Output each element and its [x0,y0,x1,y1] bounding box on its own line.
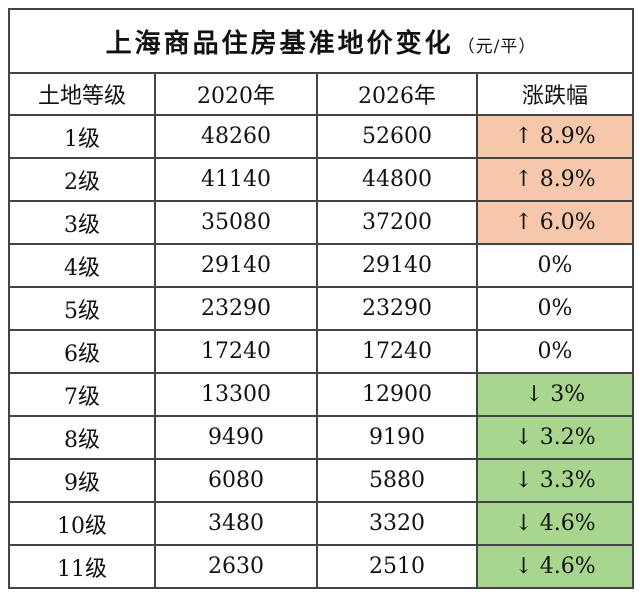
grade-cell: 8级 [8,415,156,460]
table-row: 3级 35080 37200 ↑ 6.0% [8,200,634,245]
price-2020-cell: 23290 [154,286,318,331]
grade-cell: 9级 [8,458,156,503]
grade-cell: 4级 [8,243,156,288]
price-2020-cell: 6080 [154,458,318,503]
change-cell: ↓ 4.6% [476,501,634,546]
price-2026-cell: 23290 [316,286,478,331]
table-body: 1级 48260 52600 ↑ 8.9% 2级 41140 44800 ↑ 8.9% 3级 35… [8,114,634,589]
price-2020-cell: 13300 [154,372,318,417]
price-2020-cell: 9490 [154,415,318,460]
price-2020-cell: 35080 [154,200,318,245]
change-cell: 0% [476,329,634,374]
table-row: 5级 23290 23290 0% [8,286,634,331]
table-row: 2级 41140 44800 ↑ 8.9% [8,157,634,202]
change-cell: ↓ 3.2% [476,415,634,460]
change-cell: ↓ 3% [476,372,634,417]
price-2020-cell: 2630 [154,544,318,589]
table-row: 4级 29140 29140 0% [8,243,634,288]
table-row: 7级 13300 12900 ↓ 3% [8,372,634,417]
change-cell: ↑ 6.0% [476,200,634,245]
title-row: 上海商品住房基准地价变化 （元/平） [8,8,634,74]
change-cell: ↓ 3.3% [476,458,634,503]
table-unit: （元/平） [457,36,537,57]
price-2020-cell: 29140 [154,243,318,288]
price-2026-cell: 52600 [316,114,478,159]
change-cell: ↓ 4.6% [476,544,634,589]
table-title: 上海商品住房基准地价变化 [105,28,454,59]
header-year-2026: 2026年 [316,72,478,116]
price-2026-cell: 12900 [316,372,478,417]
grade-cell: 2级 [8,157,156,202]
price-2020-cell: 17240 [154,329,318,374]
price-2020-cell: 41140 [154,157,318,202]
header-change: 涨跌幅 [476,72,634,116]
price-2026-cell: 37200 [316,200,478,245]
grade-cell: 7级 [8,372,156,417]
change-cell: 0% [476,286,634,331]
grade-cell: 6级 [8,329,156,374]
price-2026-cell: 17240 [316,329,478,374]
price-2026-cell: 2510 [316,544,478,589]
grade-cell: 5级 [8,286,156,331]
table-title-cell: 上海商品住房基准地价变化 （元/平） [8,8,634,74]
price-2026-cell: 5880 [316,458,478,503]
header-year-2020: 2020年 [154,72,318,116]
price-2020-cell: 3480 [154,501,318,546]
table-row: 1级 48260 52600 ↑ 8.9% [8,114,634,159]
header-row: 土地等级 2020年 2026年 涨跌幅 [8,72,634,116]
header-land-grade: 土地等级 [8,72,156,116]
grade-cell: 3级 [8,200,156,245]
table-row: 10级 3480 3320 ↓ 4.6% [8,501,634,546]
change-cell: 0% [476,243,634,288]
change-cell: ↑ 8.9% [476,157,634,202]
price-2026-cell: 29140 [316,243,478,288]
land-price-table: 上海商品住房基准地价变化 （元/平） 土地等级 2020年 2026年 涨跌幅 1… [8,8,634,589]
table-row: 11级 2630 2510 ↓ 4.6% [8,544,634,589]
table-row: 9级 6080 5880 ↓ 3.3% [8,458,634,503]
table-row: 8级 9490 9190 ↓ 3.2% [8,415,634,460]
change-cell: ↑ 8.9% [476,114,634,159]
land-price-table-container: 上海商品住房基准地价变化 （元/平） 土地等级 2020年 2026年 涨跌幅 1… [8,8,634,602]
price-2020-cell: 48260 [154,114,318,159]
table-row: 6级 17240 17240 0% [8,329,634,374]
grade-cell: 10级 [8,501,156,546]
price-2026-cell: 9190 [316,415,478,460]
grade-cell: 11级 [8,544,156,589]
price-2026-cell: 3320 [316,501,478,546]
price-2026-cell: 44800 [316,157,478,202]
grade-cell: 1级 [8,114,156,159]
